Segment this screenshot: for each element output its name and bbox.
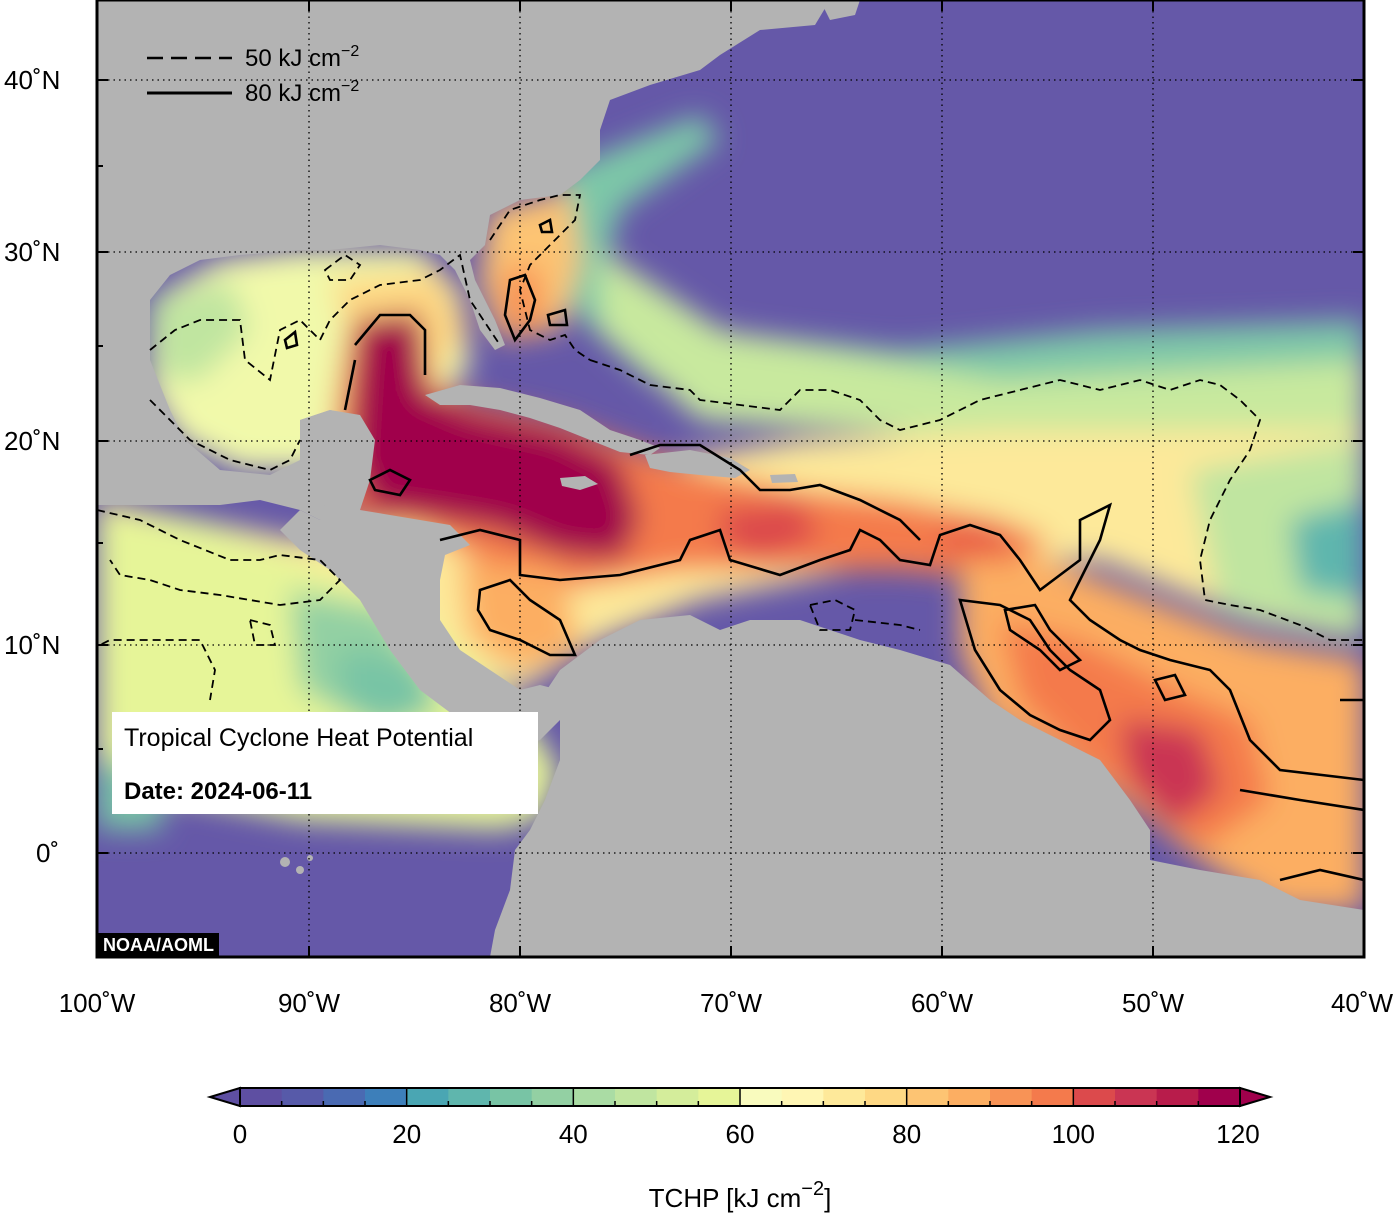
map-date: Date: 2024-06-11 <box>124 778 313 805</box>
colorbar-tick-label: 40 <box>559 1119 588 1149</box>
colorbar-cell <box>573 1088 616 1106</box>
colorbar-tick-label: 80 <box>892 1119 921 1149</box>
x-tick-label: 40˚W <box>1331 988 1394 1018</box>
y-axis-labels: 40˚N 30˚N 20˚N 10˚N 0˚ <box>4 65 60 868</box>
colorbar: 0 20 40 60 80 100 120 TCHP [kJ cm−2] <box>206 1086 1274 1213</box>
colorbar-cell <box>323 1088 366 1106</box>
x-tick-label: 50˚W <box>1122 988 1185 1018</box>
legend-50-label: 50 kJ cm−2 <box>245 43 359 72</box>
land-masses <box>97 0 1364 957</box>
colorbar-cell <box>865 1088 908 1106</box>
colorbar-tick-label: 0 <box>233 1119 247 1149</box>
info-box: Tropical Cyclone Heat Potential Date: 20… <box>112 712 538 814</box>
y-tick-label: 20˚N <box>4 426 60 456</box>
colorbar-tick-labels: 0 20 40 60 80 100 120 <box>233 1119 1260 1149</box>
x-tick-label: 90˚W <box>278 988 341 1018</box>
colorbar-cell <box>656 1088 699 1106</box>
colorbar-cells <box>240 1088 1241 1106</box>
colorbar-tick-label: 120 <box>1216 1119 1259 1149</box>
axis-ticks <box>97 0 1364 957</box>
legend-80-label: 80 kJ cm−2 <box>245 78 359 107</box>
colorbar-tick-label: 20 <box>392 1119 421 1149</box>
y-tick-label: 30˚N <box>4 237 60 267</box>
x-axis-labels: 100˚W 90˚W 80˚W 70˚W 60˚W 50˚W 40˚W <box>59 988 1394 1018</box>
colorbar-tick-label: 60 <box>726 1119 755 1149</box>
colorbar-tick-label: 100 <box>1052 1119 1095 1149</box>
y-tick-label: 0˚ <box>36 838 59 868</box>
contour-50 <box>97 194 1364 701</box>
y-tick-label: 10˚N <box>4 630 60 660</box>
colorbar-cell <box>365 1088 408 1106</box>
x-tick-label: 100˚W <box>59 988 136 1018</box>
colorbar-cell <box>781 1088 824 1106</box>
colorbar-cell <box>948 1088 991 1106</box>
colorbar-min-arrow <box>206 1086 241 1108</box>
colorbar-cell <box>1115 1088 1158 1106</box>
colorbar-cell <box>240 1088 283 1106</box>
colorbar-cell <box>448 1088 491 1106</box>
colorbar-cell <box>531 1088 574 1106</box>
colorbar-cell <box>281 1088 324 1106</box>
contour-80 <box>283 218 1364 882</box>
x-tick-label: 70˚W <box>700 988 763 1018</box>
colorbar-cell <box>740 1088 783 1106</box>
colorbar-ticks <box>280 1088 1200 1106</box>
colorbar-cell <box>1156 1088 1199 1106</box>
colorbar-cell <box>823 1088 866 1106</box>
colorbar-cell <box>406 1088 449 1106</box>
colorbar-cell <box>990 1088 1033 1106</box>
colorbar-title: TCHP [kJ cm−2] <box>649 1178 832 1213</box>
contour-legend: 50 kJ cm−2 80 kJ cm−2 <box>147 43 359 107</box>
colorbar-cell <box>615 1088 658 1106</box>
colorbar-cell <box>698 1088 741 1106</box>
x-tick-label: 80˚W <box>489 988 552 1018</box>
credit-badge: NOAA/AOML <box>98 933 219 957</box>
y-tick-label: 40˚N <box>4 65 60 95</box>
colorbar-cell <box>1031 1088 1074 1106</box>
colorbar-max-arrow <box>1239 1086 1274 1108</box>
colorbar-cell <box>490 1088 533 1106</box>
map-title: Tropical Cyclone Heat Potential <box>124 724 474 752</box>
x-tick-label: 60˚W <box>911 988 974 1018</box>
colorbar-cell <box>1198 1088 1241 1106</box>
colorbar-cell <box>906 1088 949 1106</box>
colorbar-cell <box>1073 1088 1116 1106</box>
